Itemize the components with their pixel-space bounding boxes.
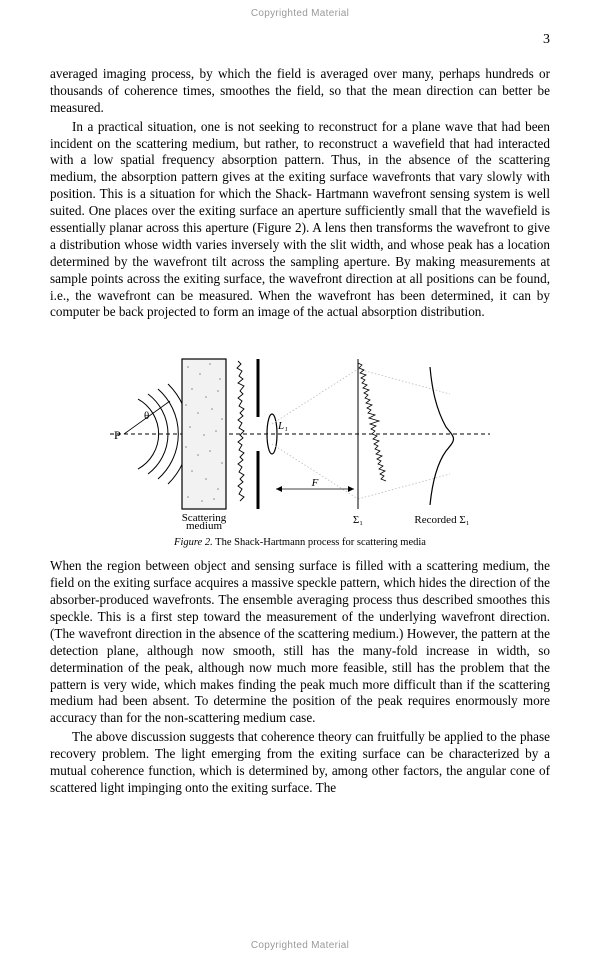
caption-lead: Figure 2. bbox=[174, 537, 213, 548]
watermark-bottom: Copyrighted Material bbox=[0, 940, 600, 951]
figure-2-caption: Figure 2. The Shack-Hartmann process for… bbox=[50, 537, 550, 548]
page-number: 3 bbox=[50, 32, 550, 48]
page: Copyrighted Material Copyrighted Materia… bbox=[0, 0, 600, 959]
label-recorded-sigma1: Recorded Σ₁ bbox=[414, 514, 469, 526]
label-theta: θ bbox=[144, 410, 149, 422]
figure-2-svg: P θ Scattering medium bbox=[110, 339, 490, 529]
paragraph-1: averaged imaging process, by which the f… bbox=[50, 66, 550, 117]
paragraph-2: In a practical situation, one is not see… bbox=[50, 119, 550, 322]
label-P: P bbox=[114, 428, 121, 442]
paragraph-3: When the region between object and sensi… bbox=[50, 558, 550, 727]
label-F: F bbox=[311, 477, 319, 489]
label-scattering-2: medium bbox=[186, 520, 222, 529]
caption-text: The Shack-Hartmann process for scatterin… bbox=[213, 537, 426, 548]
label-sigma1: Σ₁ bbox=[353, 514, 363, 526]
figure-2: P θ Scattering medium bbox=[50, 339, 550, 548]
paragraph-4: The above discussion suggests that coher… bbox=[50, 729, 550, 797]
watermark-top: Copyrighted Material bbox=[0, 8, 600, 19]
label-L1: L₁ bbox=[277, 420, 288, 432]
